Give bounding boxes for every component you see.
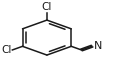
Text: Cl: Cl <box>42 2 52 12</box>
Text: Cl: Cl <box>1 45 12 55</box>
Text: N: N <box>94 41 103 51</box>
